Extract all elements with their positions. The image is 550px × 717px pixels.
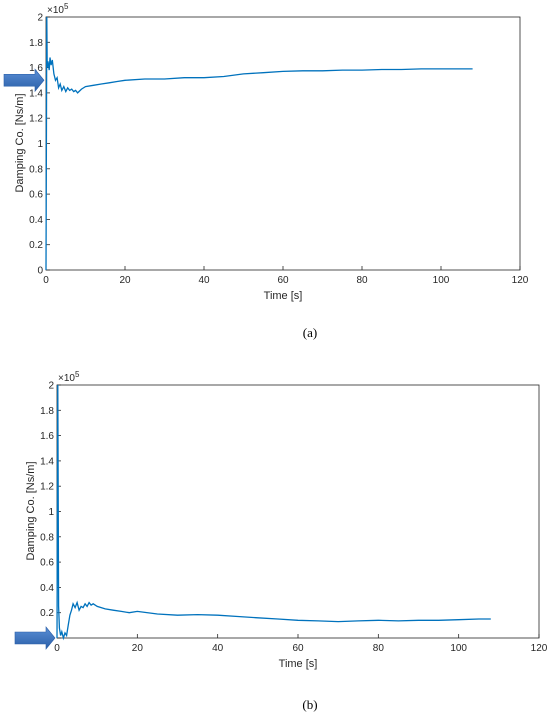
x-tick-label: 60 xyxy=(277,275,289,286)
y-tick-label: 1.6 xyxy=(29,63,43,74)
x-tick-label: 100 xyxy=(450,643,467,654)
arrow-marker xyxy=(3,68,45,93)
series-line xyxy=(45,16,473,271)
x-tick-label: 80 xyxy=(356,275,368,286)
y-tick-label: 1.2 xyxy=(40,482,54,493)
y-tick-label: 0 xyxy=(37,266,43,277)
x-ticks: 0 20 40 60 80 100 120 xyxy=(54,634,548,654)
y-tick-label: 1.8 xyxy=(40,406,54,417)
y-multiplier: ×105 xyxy=(58,370,80,384)
panel-a: 0 0.2 0.4 0.6 0.8 1 1.2 1.4 1.6 1.8 2 0 20 40 60 80 100… xyxy=(3,2,529,340)
x-ticks: 0 20 40 60 80 100 120 xyxy=(43,266,529,286)
y-tick-label: 1 xyxy=(37,139,43,150)
x-axis-label: Time [s] xyxy=(279,658,318,670)
y-tick-label: 1.4 xyxy=(29,88,43,99)
x-tick-label: 120 xyxy=(512,275,529,286)
caption: (b) xyxy=(302,697,317,712)
x-tick-label: 0 xyxy=(54,643,60,654)
y-tick-label: 0.4 xyxy=(29,215,43,226)
x-tick-label: 60 xyxy=(292,643,304,654)
y-tick-label: 2 xyxy=(37,13,43,24)
x-tick-label: 40 xyxy=(212,643,224,654)
y-tick-label: 2 xyxy=(48,381,54,392)
plot-area xyxy=(45,16,521,271)
caption: (a) xyxy=(303,325,317,340)
y-tick-label: 1.6 xyxy=(40,431,54,442)
x-tick-label: 20 xyxy=(132,643,144,654)
y-axis-label: Damping Co. [Ns/m] xyxy=(14,93,26,192)
x-tick-label: 40 xyxy=(198,275,210,286)
panel-b: 0 0.2 0.4 0.6 0.8 1 1.2 1.4 1.6 1.8 2 0 20 40 60 80 100… xyxy=(14,370,548,712)
y-tick-label: 1.2 xyxy=(29,114,43,125)
y-tick-label: 1.8 xyxy=(29,38,43,49)
y-tick-label: 0.6 xyxy=(40,558,54,569)
x-tick-label: 80 xyxy=(373,643,385,654)
y-tick-label: 0.8 xyxy=(29,164,43,175)
series-line xyxy=(56,384,491,641)
y-axis-label: Damping Co. [Ns/m] xyxy=(25,461,37,560)
x-tick-label: 120 xyxy=(531,643,548,654)
x-axis-label: Time [s] xyxy=(264,290,303,302)
arrow-marker xyxy=(14,626,56,650)
y-tick-label: 0.2 xyxy=(29,240,43,251)
y-tick-label: 0.6 xyxy=(29,190,43,201)
y-ticks: 0 0.2 0.4 0.6 0.8 1 1.2 1.4 1.6 1.8 2 xyxy=(29,13,50,277)
y-tick-label: 0.4 xyxy=(40,583,54,594)
y-tick-label: 0.8 xyxy=(40,532,54,543)
x-tick-label: 20 xyxy=(119,275,131,286)
plot-area xyxy=(56,384,540,639)
y-tick-label: 1 xyxy=(48,507,54,518)
y-tick-label: 0.2 xyxy=(40,608,54,619)
y-multiplier: ×105 xyxy=(47,2,69,16)
x-tick-label: 0 xyxy=(43,275,49,286)
x-tick-label: 100 xyxy=(433,275,450,286)
y-tick-label: 1.4 xyxy=(40,456,54,467)
